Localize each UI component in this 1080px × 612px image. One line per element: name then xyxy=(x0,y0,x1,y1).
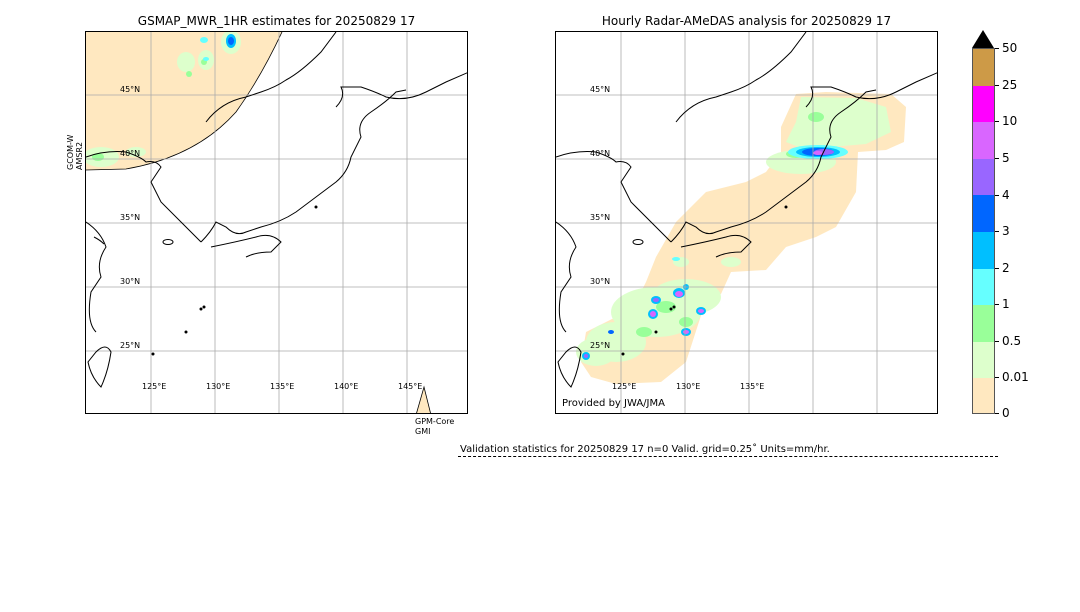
validation-statistics: Validation statistics for 20250829 17 n=… xyxy=(458,444,998,457)
lon-label-130e: 130°E xyxy=(676,382,701,391)
colorbar-tick-25: 25 xyxy=(995,78,1017,92)
colorbar-segment-2-3 xyxy=(973,232,994,269)
lat-label-25n: 25°N xyxy=(590,341,611,350)
sensor2-label-line2: GMI xyxy=(415,427,431,436)
gmi-swath-region xyxy=(416,385,431,413)
colorbar-segment-10-25 xyxy=(973,85,994,123)
colorbar-segment-4-5 xyxy=(973,158,994,196)
colorbar-segment-1-2 xyxy=(973,268,994,306)
sensor2-label-line1: GPM-Core xyxy=(415,417,455,426)
graticule xyxy=(556,32,937,413)
left-sensor-label: GCOM-W AMSR2 xyxy=(66,135,84,170)
lon-label-145e: 145°E xyxy=(398,382,423,391)
lat-label-45n: 45°N xyxy=(120,85,141,94)
colorbar-tick-5: 5 xyxy=(995,151,1010,165)
lat-label-30n: 30°N xyxy=(120,277,141,286)
sensor-label-line2: AMSR2 xyxy=(75,141,84,170)
sensor-label-line1: GCOM-W xyxy=(66,134,75,170)
lon-label-125e: 125°E xyxy=(142,382,167,391)
lon-label-130e: 130°E xyxy=(206,382,231,391)
colorbar-tick-2: 2 xyxy=(995,261,1010,275)
colorbar-segment-3-4 xyxy=(973,195,994,232)
colorbar-segment-25-50 xyxy=(973,49,994,86)
lon-label-125e: 125°E xyxy=(612,382,637,391)
colorbar-tick-50: 50 xyxy=(995,41,1017,55)
secondary-sensor-label: GPM-Core GMI xyxy=(415,417,454,437)
lon-label-135e: 135°E xyxy=(740,382,765,391)
lat-label-40n: 40°N xyxy=(590,149,611,158)
graticule xyxy=(86,32,467,413)
colorbar-tick-0.5: 0.5 xyxy=(995,334,1021,348)
coastlines xyxy=(86,32,467,388)
lat-label-30n: 30°N xyxy=(590,277,611,286)
lat-label-40n: 40°N xyxy=(120,149,141,158)
left-map-title: GSMAP_MWR_1HR estimates for 20250829 17 xyxy=(137,14,416,28)
rain-heavy xyxy=(200,34,236,61)
lon-label-140e: 140°E xyxy=(334,382,359,391)
colorbar-segment-5-10 xyxy=(973,122,994,159)
colorbar-tick-1: 1 xyxy=(995,297,1010,311)
lat-label-35n: 35°N xyxy=(120,213,141,222)
left-map-gsmap: 45°N 40°N 35°N 30°N 25°N 125°E 130°E 135… xyxy=(85,31,468,414)
colorbar-tick-0: 0 xyxy=(995,406,1010,420)
data-credit: Provided by JWA/JMA xyxy=(562,398,665,409)
coastlines xyxy=(556,32,937,388)
colorbar-tick-10: 10 xyxy=(995,114,1017,128)
right-map-title: Hourly Radar-AMeDAS analysis for 2025082… xyxy=(601,14,892,28)
islands xyxy=(151,205,318,356)
left-map-canvas xyxy=(86,32,467,413)
right-map-radar: 45°N 40°N 35°N 30°N 25°N 125°E 130°E 135… xyxy=(555,31,938,414)
lat-label-45n: 45°N xyxy=(590,85,611,94)
right-map-canvas xyxy=(556,32,937,413)
colorbar-segment-0.01-0.5 xyxy=(973,341,994,379)
lat-label-35n: 35°N xyxy=(590,213,611,222)
colorbar-tick-4: 4 xyxy=(995,188,1010,202)
satellite-swath-region xyxy=(86,32,282,170)
islands xyxy=(621,205,788,356)
colorbar-extend-arrow xyxy=(972,30,994,48)
lon-label-135e: 135°E xyxy=(270,382,295,391)
rain-heavy-cells xyxy=(582,145,848,360)
colorbar-tick-3: 3 xyxy=(995,224,1010,238)
colorbar xyxy=(972,48,995,414)
colorbar-segment-0.5-1 xyxy=(973,305,994,342)
colorbar-tick-0.01: 0.01 xyxy=(995,370,1029,384)
colorbar-segment-0-0.01 xyxy=(973,378,994,413)
lat-label-25n: 25°N xyxy=(120,341,141,350)
